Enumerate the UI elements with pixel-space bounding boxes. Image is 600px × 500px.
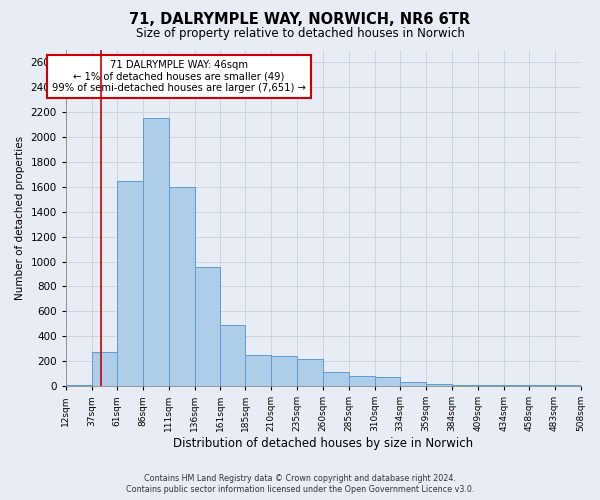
Bar [194, 266, 220, 386]
Bar [169, 187, 194, 386]
Bar [375, 378, 400, 386]
Bar [271, 356, 297, 386]
Bar [349, 376, 375, 386]
Bar [116, 180, 143, 386]
Bar [323, 372, 349, 386]
Bar [452, 385, 478, 386]
Bar [220, 325, 245, 386]
Bar [66, 385, 92, 386]
X-axis label: Distribution of detached houses by size in Norwich: Distribution of detached houses by size … [173, 437, 473, 450]
Bar [400, 382, 426, 386]
Text: 71 DALRYMPLE WAY: 46sqm
← 1% of detached houses are smaller (49)
99% of semi-det: 71 DALRYMPLE WAY: 46sqm ← 1% of detached… [52, 60, 306, 94]
Bar [92, 352, 116, 386]
Bar [143, 118, 169, 386]
Bar [297, 358, 323, 386]
Text: 71, DALRYMPLE WAY, NORWICH, NR6 6TR: 71, DALRYMPLE WAY, NORWICH, NR6 6TR [130, 12, 470, 28]
Text: Size of property relative to detached houses in Norwich: Size of property relative to detached ho… [136, 28, 464, 40]
Bar [504, 385, 529, 386]
Text: Contains HM Land Registry data © Crown copyright and database right 2024.
Contai: Contains HM Land Registry data © Crown c… [126, 474, 474, 494]
Bar [245, 355, 271, 386]
Y-axis label: Number of detached properties: Number of detached properties [15, 136, 25, 300]
Bar [426, 384, 452, 386]
